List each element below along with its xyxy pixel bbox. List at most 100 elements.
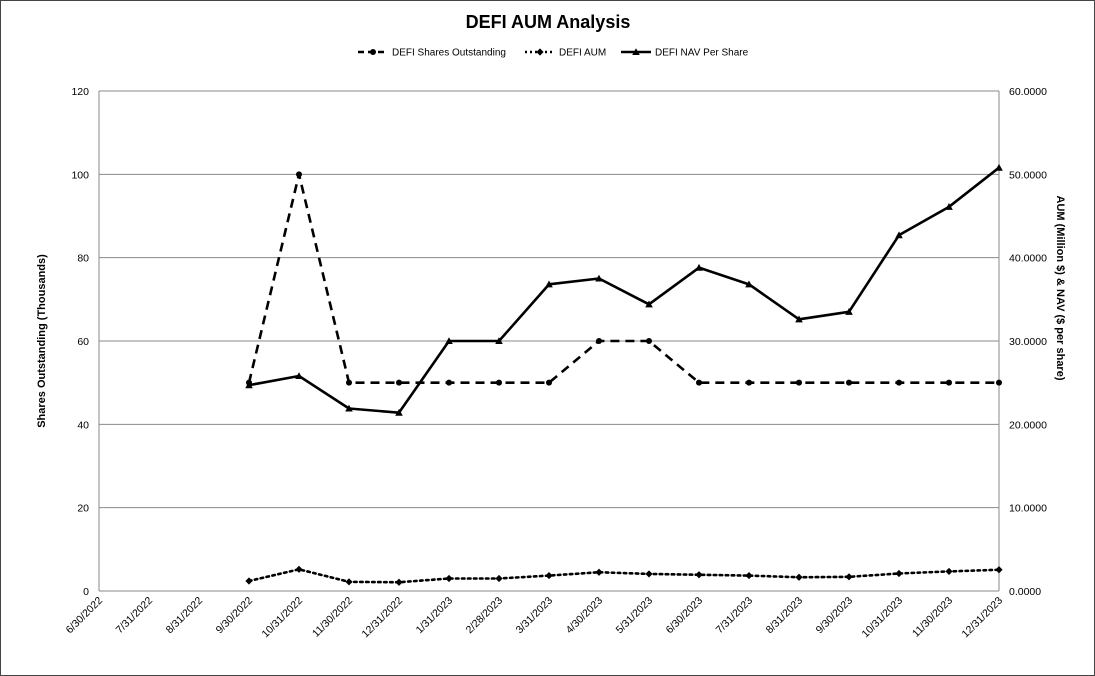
legend-label: DEFI AUM xyxy=(559,48,606,59)
left-axis-label: Shares Outstanding (Thousands) xyxy=(36,254,48,428)
series-1 xyxy=(245,565,1003,586)
data-point xyxy=(846,379,852,386)
data-point xyxy=(795,573,803,581)
data-point xyxy=(245,577,253,585)
legend-label: DEFI Shares Outstanding xyxy=(392,48,506,59)
x-tick-label: 7/31/2023 xyxy=(714,595,756,637)
data-point xyxy=(495,337,503,345)
series-layer xyxy=(245,163,1003,586)
data-point xyxy=(695,263,703,271)
data-point xyxy=(696,379,702,386)
data-point xyxy=(945,567,953,576)
data-point xyxy=(295,372,303,380)
legend-item: DEFI NAV Per Share xyxy=(621,48,749,59)
data-point xyxy=(346,379,352,386)
data-point xyxy=(446,379,452,386)
data-point xyxy=(345,404,353,412)
data-point xyxy=(795,315,803,323)
x-tick-label: 11/30/2022 xyxy=(310,595,355,640)
data-point xyxy=(895,231,903,239)
legend-item: DEFI AUM xyxy=(525,48,606,59)
data-point xyxy=(645,570,653,578)
series-line xyxy=(247,173,999,384)
data-point xyxy=(895,569,903,578)
x-tick-label: 12/31/2022 xyxy=(359,595,405,641)
right-axis-ticks: 0.0000 10.0000 20.0000 30.0000 40.0000 50.000… xyxy=(1009,86,1047,598)
left-tick-label: 40 xyxy=(77,419,89,431)
legend: DEFI Shares Outstanding DEFI AUM DEFI NAV … xyxy=(358,48,749,59)
data-point xyxy=(695,571,703,579)
data-point xyxy=(395,578,403,586)
x-tick-label: 7/31/2022 xyxy=(114,595,156,637)
data-point xyxy=(945,203,953,210)
data-point xyxy=(995,163,1003,171)
legend-label: DEFI NAV Per Share xyxy=(655,48,749,59)
x-tick-label: 4/30/2023 xyxy=(564,595,606,637)
x-tick-label: 9/30/2023 xyxy=(814,595,856,637)
data-point xyxy=(496,379,502,386)
data-point xyxy=(645,300,653,308)
x-tick-label: 1/31/2023 xyxy=(414,595,456,637)
chart-title: DEFI AUM Analysis xyxy=(466,12,631,32)
right-tick-label: 0.0000 xyxy=(1009,586,1041,598)
right-tick-label: 10.0000 xyxy=(1009,503,1047,515)
legend-marker xyxy=(536,48,544,56)
data-point xyxy=(545,280,553,288)
data-point xyxy=(445,574,453,583)
right-tick-label: 40.0000 xyxy=(1009,253,1047,265)
x-axis-ticks: 6/30/2022 7/31/2022 8/31/2022 9/30/2022 10/3… xyxy=(64,595,1006,641)
x-tick-label: 10/31/2022 xyxy=(259,595,305,641)
right-tick-label: 50.0000 xyxy=(1009,169,1047,181)
data-point xyxy=(996,379,1002,386)
data-point xyxy=(345,578,353,586)
left-tick-label: 120 xyxy=(71,86,89,98)
x-tick-label: 10/31/2023 xyxy=(859,595,905,641)
data-point xyxy=(796,379,802,386)
left-tick-label: 60 xyxy=(77,336,89,348)
left-tick-label: 0 xyxy=(83,586,89,598)
data-point xyxy=(395,408,403,416)
x-tick-label: 6/30/2023 xyxy=(664,595,706,637)
data-point xyxy=(596,338,602,344)
series-0 xyxy=(246,171,1002,386)
series-line xyxy=(248,166,1000,414)
series-line xyxy=(247,568,1001,584)
right-tick-label: 20.0000 xyxy=(1009,419,1047,431)
data-point xyxy=(746,379,752,386)
x-tick-label: 5/31/2023 xyxy=(614,595,656,637)
data-point xyxy=(396,379,402,386)
data-point xyxy=(845,308,853,315)
legend-marker xyxy=(370,49,376,55)
plot-area xyxy=(98,91,1000,592)
x-tick-label: 3/31/2023 xyxy=(514,595,556,637)
data-point xyxy=(845,573,853,581)
data-point xyxy=(745,280,753,288)
data-point xyxy=(946,379,952,386)
x-tick-label: 9/30/2022 xyxy=(214,595,256,637)
gridlines xyxy=(99,90,999,592)
left-tick-label: 100 xyxy=(71,169,89,181)
x-tick-label: 2/28/2023 xyxy=(464,595,506,637)
data-point xyxy=(896,379,902,386)
x-tick-label: 8/31/2023 xyxy=(764,595,806,637)
data-point xyxy=(995,566,1003,574)
x-tick-label: 8/31/2022 xyxy=(164,595,206,637)
data-point xyxy=(745,571,753,580)
x-tick-label: 11/30/2023 xyxy=(910,595,955,640)
legend-item: DEFI Shares Outstanding xyxy=(358,48,506,59)
series-2 xyxy=(245,163,1003,416)
data-point xyxy=(445,337,453,345)
legend-marker xyxy=(632,48,640,56)
left-tick-label: 20 xyxy=(77,503,89,515)
left-axis-ticks: 0 20 40 60 80 100 120 xyxy=(71,86,89,598)
data-point xyxy=(295,565,303,573)
data-point xyxy=(495,574,503,583)
data-point xyxy=(245,381,253,389)
right-tick-label: 60.0000 xyxy=(1009,86,1047,98)
x-tick-label: 6/30/2022 xyxy=(64,595,106,637)
data-point xyxy=(296,171,302,178)
data-point xyxy=(595,568,603,576)
x-tick-label: 12/31/2023 xyxy=(959,595,1005,641)
